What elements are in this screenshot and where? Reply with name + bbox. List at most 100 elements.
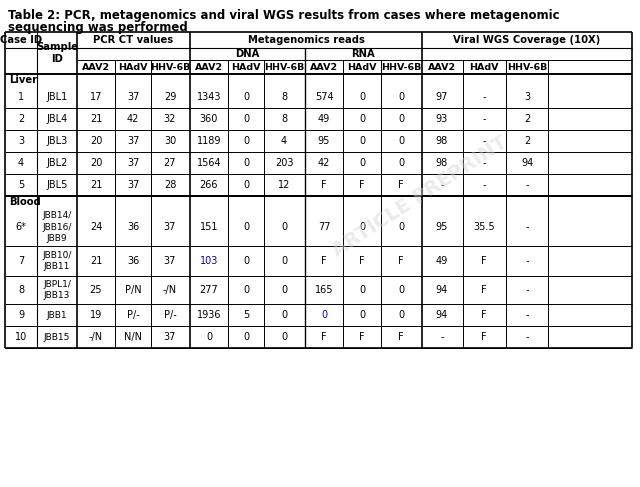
Text: 0: 0 (398, 136, 404, 146)
Text: 0: 0 (359, 310, 365, 320)
Text: 94: 94 (436, 285, 448, 295)
Text: -: - (440, 180, 444, 190)
Text: 8: 8 (281, 114, 287, 124)
Text: sequencing was performed: sequencing was performed (8, 21, 188, 34)
Text: 3: 3 (524, 92, 530, 102)
Text: 4: 4 (281, 136, 287, 146)
Text: 0: 0 (243, 158, 249, 168)
Text: 20: 20 (90, 158, 102, 168)
Text: 77: 77 (317, 222, 330, 232)
Text: JBL4: JBL4 (46, 114, 68, 124)
Text: 4: 4 (18, 158, 24, 168)
Text: 98: 98 (436, 136, 448, 146)
Text: 0: 0 (359, 222, 365, 232)
Text: Table 2: PCR, metagenomics and viral WGS results from cases where metagenomic: Table 2: PCR, metagenomics and viral WGS… (8, 9, 559, 22)
Text: 8: 8 (281, 92, 287, 102)
Text: 1564: 1564 (196, 158, 221, 168)
Text: 37: 37 (164, 256, 176, 266)
Text: -: - (483, 136, 486, 146)
Text: 21: 21 (90, 114, 102, 124)
Text: 27: 27 (164, 158, 176, 168)
Text: 0: 0 (359, 92, 365, 102)
Text: AAV2: AAV2 (310, 62, 338, 72)
Text: 0: 0 (243, 222, 249, 232)
Text: HAdV: HAdV (469, 62, 499, 72)
Text: JBL1: JBL1 (46, 92, 68, 102)
Text: 36: 36 (127, 256, 139, 266)
Text: 0: 0 (359, 136, 365, 146)
Text: Metagenomics reads: Metagenomics reads (248, 35, 364, 45)
Text: 12: 12 (278, 180, 290, 190)
Text: 203: 203 (275, 158, 293, 168)
Text: 360: 360 (200, 114, 218, 124)
Text: 0: 0 (243, 256, 249, 266)
Text: JBL2: JBL2 (46, 158, 68, 168)
Text: 0: 0 (359, 158, 365, 168)
Text: 37: 37 (127, 180, 139, 190)
Text: -: - (483, 114, 486, 124)
Text: 1343: 1343 (196, 92, 221, 102)
Text: -: - (525, 180, 529, 190)
Text: 95: 95 (436, 222, 448, 232)
Text: 0: 0 (281, 256, 287, 266)
Text: F: F (398, 332, 404, 342)
Text: 9: 9 (18, 310, 24, 320)
Text: -: - (525, 285, 529, 295)
Text: 17: 17 (90, 92, 102, 102)
Text: 103: 103 (200, 256, 218, 266)
Text: JBB14/
JBB16/
JBB9: JBB14/ JBB16/ JBB9 (42, 211, 72, 243)
Text: HHV-6B: HHV-6B (507, 62, 547, 72)
Text: PCR CT values: PCR CT values (93, 35, 173, 45)
Text: HAdV: HAdV (118, 62, 148, 72)
Text: 1: 1 (18, 92, 24, 102)
Text: 0: 0 (359, 114, 365, 124)
Text: JBB15: JBB15 (44, 333, 70, 341)
Text: -/N: -/N (163, 285, 177, 295)
Text: F: F (481, 256, 487, 266)
Text: 94: 94 (521, 158, 533, 168)
Text: 0: 0 (243, 114, 249, 124)
Text: HAdV: HAdV (348, 62, 377, 72)
Text: 0: 0 (243, 92, 249, 102)
Text: 94: 94 (436, 310, 448, 320)
Text: 95: 95 (318, 136, 330, 146)
Text: AAV2: AAV2 (82, 62, 110, 72)
Text: 49: 49 (436, 256, 448, 266)
Text: 0: 0 (243, 332, 249, 342)
Text: 49: 49 (318, 114, 330, 124)
Text: 37: 37 (164, 332, 176, 342)
Text: RNA: RNA (351, 49, 376, 59)
Text: 37: 37 (127, 158, 139, 168)
Text: JBPL1/
JBB13: JBPL1/ JBB13 (43, 280, 71, 300)
Text: -: - (483, 92, 486, 102)
Text: DNA: DNA (236, 49, 260, 59)
Text: 42: 42 (318, 158, 330, 168)
Text: 19: 19 (90, 310, 102, 320)
Text: 30: 30 (164, 136, 176, 146)
Text: 8: 8 (18, 285, 24, 295)
Text: 24: 24 (90, 222, 102, 232)
Text: HHV-6B: HHV-6B (150, 62, 190, 72)
Text: F: F (321, 256, 327, 266)
Text: 28: 28 (164, 180, 176, 190)
Text: 20: 20 (90, 136, 102, 146)
Text: F: F (481, 332, 487, 342)
Text: 0: 0 (398, 310, 404, 320)
Text: JBL5: JBL5 (46, 180, 68, 190)
Text: -: - (525, 332, 529, 342)
Text: 93: 93 (436, 114, 448, 124)
Text: 7: 7 (18, 256, 24, 266)
Text: 0: 0 (281, 222, 287, 232)
Text: 36: 36 (127, 222, 139, 232)
Text: 10: 10 (15, 332, 27, 342)
Text: F: F (359, 180, 365, 190)
Text: 0: 0 (243, 285, 249, 295)
Text: HHV-6B: HHV-6B (381, 62, 421, 72)
Text: -: - (525, 222, 529, 232)
Text: 21: 21 (90, 180, 102, 190)
Text: 0: 0 (398, 222, 404, 232)
Text: 2: 2 (18, 114, 24, 124)
Text: 0: 0 (398, 285, 404, 295)
Text: Sample
ID: Sample ID (36, 42, 78, 64)
Text: 5: 5 (18, 180, 24, 190)
